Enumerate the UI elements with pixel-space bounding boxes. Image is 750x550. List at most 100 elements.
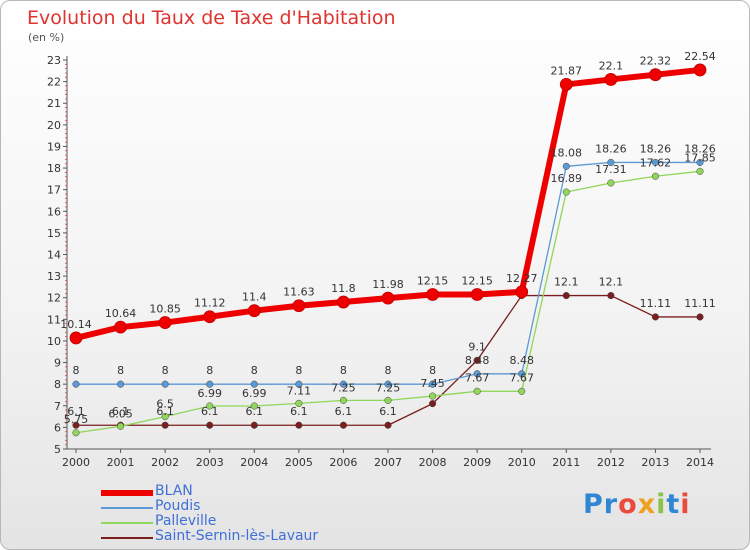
data-label: 8 xyxy=(117,364,124,377)
data-label: 6.1 xyxy=(246,405,264,418)
data-label: 11.12 xyxy=(194,297,226,310)
data-point xyxy=(473,387,481,395)
data-label: 18.26 xyxy=(595,142,627,155)
data-label: 6.1 xyxy=(201,405,219,418)
data-point xyxy=(696,167,704,175)
data-point xyxy=(206,380,214,388)
data-label: 6.1 xyxy=(290,405,308,418)
chart-unit: (en %) xyxy=(28,31,65,44)
logo-letter: r xyxy=(603,489,619,520)
x-tick-label: 2012 xyxy=(597,456,625,469)
data-label: 17.31 xyxy=(595,163,627,176)
y-tick-label: 19 xyxy=(47,140,61,153)
proxiti-logo: Proxiti xyxy=(583,489,691,520)
data-point xyxy=(72,421,80,429)
data-point xyxy=(607,292,615,300)
data-point xyxy=(381,291,395,305)
data-point xyxy=(429,380,437,388)
data-label: 22.1 xyxy=(599,59,624,72)
data-point xyxy=(161,421,169,429)
data-point xyxy=(384,396,392,404)
data-label: 12.1 xyxy=(599,276,624,289)
data-point xyxy=(696,313,704,321)
x-tick-label: 2002 xyxy=(151,456,179,469)
data-label: 10.85 xyxy=(149,303,181,316)
data-point xyxy=(114,320,127,334)
x-tick-label: 2007 xyxy=(374,456,402,469)
data-point xyxy=(562,162,570,170)
legend-label: Palleville xyxy=(155,513,217,529)
y-tick-label: 14 xyxy=(47,249,61,262)
data-point xyxy=(384,380,392,388)
chart-title: Evolution du Taux de Taxe d'Habitation xyxy=(27,7,396,29)
data-label: 8 xyxy=(73,364,80,377)
data-label: 12.15 xyxy=(461,274,493,287)
data-label: 6.99 xyxy=(242,387,267,400)
data-point xyxy=(206,421,214,429)
data-point xyxy=(515,285,529,299)
series-line-poudis xyxy=(76,161,700,385)
logo-letter: i xyxy=(680,489,691,520)
data-point xyxy=(295,399,303,407)
data-label: 10.64 xyxy=(105,307,137,320)
data-point xyxy=(429,400,437,408)
data-label: 8.48 xyxy=(465,354,490,367)
data-point xyxy=(339,380,347,388)
data-label: 6.05 xyxy=(108,407,133,420)
data-point xyxy=(693,63,707,77)
data-point xyxy=(473,356,481,364)
data-label: 11.98 xyxy=(372,278,404,291)
y-tick-label: 16 xyxy=(47,205,61,218)
x-tick-label: 2008 xyxy=(419,456,447,469)
data-point xyxy=(696,158,704,166)
data-point xyxy=(473,370,481,378)
y-tick-label: 7 xyxy=(54,400,61,413)
data-label: 17.85 xyxy=(684,151,716,164)
data-label: 6.1 xyxy=(112,405,130,418)
data-label: 6.99 xyxy=(197,387,222,400)
data-label: 8 xyxy=(295,364,302,377)
y-tick-label: 20 xyxy=(47,119,61,132)
data-point xyxy=(426,288,439,301)
legend-label: BLAN xyxy=(155,483,193,499)
x-tick-label: 2005 xyxy=(285,456,313,469)
legend-swatch xyxy=(101,490,153,496)
data-label: 8 xyxy=(340,364,347,377)
data-label: 12.1 xyxy=(554,276,579,289)
data-label: 17.62 xyxy=(640,156,672,169)
data-point xyxy=(604,73,618,86)
y-tick-label: 22 xyxy=(47,76,61,89)
data-label: 18.08 xyxy=(551,146,583,159)
legend-label: Saint-Sernin-lès-Lavaur xyxy=(155,528,319,544)
data-label: 11.63 xyxy=(283,286,315,299)
data-label: 8.48 xyxy=(509,354,534,367)
data-point xyxy=(651,172,659,180)
x-tick-label: 2003 xyxy=(196,456,224,469)
data-point xyxy=(429,392,437,400)
data-point xyxy=(562,188,570,196)
data-point xyxy=(295,421,303,429)
data-point xyxy=(72,429,80,437)
data-label: 18.26 xyxy=(640,142,672,155)
data-point xyxy=(518,370,526,378)
data-point xyxy=(518,387,526,395)
x-tick-label: 2014 xyxy=(686,456,714,469)
data-label: 7.67 xyxy=(465,371,490,384)
data-point xyxy=(72,380,80,388)
data-point xyxy=(292,299,306,313)
data-label: 5.75 xyxy=(64,413,89,426)
data-label: 10.14 xyxy=(60,318,92,331)
y-tick-label: 5 xyxy=(54,443,61,456)
data-label: 8 xyxy=(429,364,436,377)
x-tick-label: 2004 xyxy=(240,456,268,469)
logo-letter: P xyxy=(583,489,604,520)
data-point xyxy=(649,68,662,82)
x-tick-label: 2006 xyxy=(329,456,357,469)
data-point xyxy=(651,158,659,166)
data-label: 7.25 xyxy=(331,381,356,394)
data-point xyxy=(384,421,392,429)
x-tick-label: 2011 xyxy=(552,456,580,469)
data-label: 16.89 xyxy=(551,172,583,185)
